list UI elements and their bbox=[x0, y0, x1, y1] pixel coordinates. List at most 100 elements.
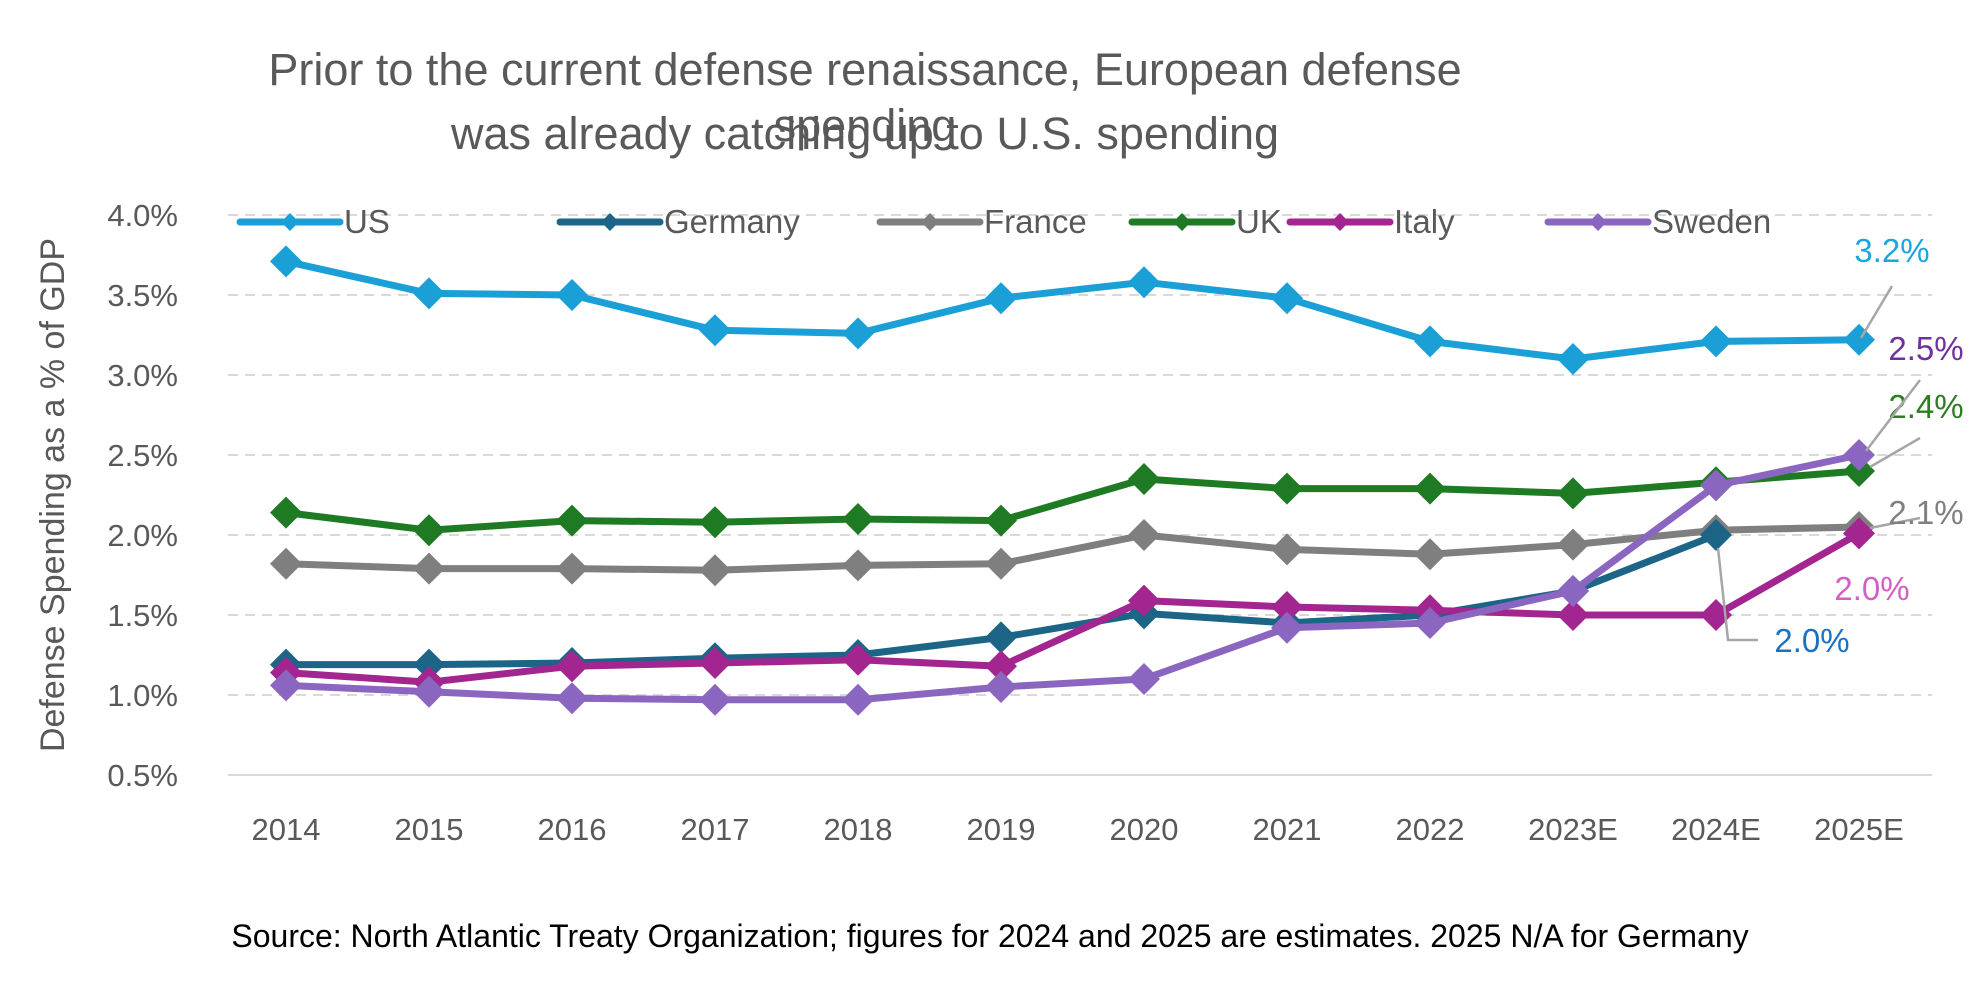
series-point-germany-2024e bbox=[1700, 519, 1732, 551]
legend-label-sweden: Sweden bbox=[1652, 203, 1771, 240]
series-point-sweden-2025e bbox=[1843, 439, 1875, 471]
legend-label-france: France bbox=[984, 203, 1087, 240]
legend-marker-uk bbox=[1173, 213, 1191, 231]
series-point-us-2023e bbox=[1557, 343, 1589, 375]
series-point-sweden-2014 bbox=[270, 669, 302, 702]
series-point-italy-2025e bbox=[1843, 517, 1875, 550]
series-point-us-2022 bbox=[1414, 325, 1446, 358]
x-tick-label-2023e: 2023E bbox=[1528, 812, 1618, 847]
y-axis-label: Defense Spending as a % of GDP bbox=[34, 238, 72, 752]
plot-area: 0.5% 1.0% 1.5% 2.0% 2.5% 3.0% 3.5% 4.0% 2014 2015… bbox=[34, 198, 1964, 847]
series-point-france-2020 bbox=[1128, 519, 1160, 551]
x-tick-label-2019: 2019 bbox=[967, 812, 1036, 847]
series-point-uk-2021 bbox=[1271, 472, 1303, 505]
series-point-sweden-2016 bbox=[556, 682, 588, 715]
series-point-sweden-2022 bbox=[1414, 607, 1446, 639]
series-point-sweden-2020 bbox=[1128, 663, 1160, 695]
series-point-sweden-2015 bbox=[413, 675, 445, 708]
callout-leader-france bbox=[1869, 516, 1921, 530]
series-point-france-2023e bbox=[1557, 528, 1589, 561]
series-point-sweden-2017 bbox=[699, 683, 731, 716]
series-point-france-2018 bbox=[842, 549, 874, 582]
series-point-uk-2018 bbox=[842, 503, 874, 535]
series-point-france-2021 bbox=[1271, 533, 1303, 566]
legend-label-uk: UK bbox=[1236, 203, 1282, 240]
series-point-us-2020 bbox=[1128, 266, 1160, 299]
series-line-france bbox=[282, 523, 1863, 574]
series-point-uk-2020 bbox=[1128, 463, 1160, 495]
series-point-us-2024e bbox=[1700, 325, 1732, 358]
legend-marker-france bbox=[921, 213, 939, 231]
end-value-label-italy: 2.0% bbox=[1834, 570, 1909, 607]
source-note: Source: North Atlantic Treaty Organizati… bbox=[231, 918, 1749, 954]
series-point-uk-2015 bbox=[413, 514, 445, 547]
x-tick-label-2015: 2015 bbox=[395, 812, 464, 847]
legend-marker-italy bbox=[1331, 213, 1349, 231]
y-tick-label-4-0: 4.0% bbox=[107, 198, 178, 233]
series-point-us-2025e bbox=[1843, 323, 1875, 356]
series-point-uk-2017 bbox=[699, 506, 731, 539]
series-point-france-2017 bbox=[699, 554, 731, 587]
end-value-label-france: 2.1% bbox=[1888, 494, 1963, 531]
callout-leader-sweden bbox=[1865, 379, 1921, 452]
series-point-france-2016 bbox=[556, 552, 588, 585]
series-point-france-2019 bbox=[985, 547, 1017, 580]
series-line-uk bbox=[282, 467, 1863, 534]
x-tick-label-2024e: 2024E bbox=[1671, 812, 1761, 847]
series-point-france-2022 bbox=[1414, 538, 1446, 571]
x-tick-label-2018: 2018 bbox=[824, 812, 893, 847]
series-point-france-2014 bbox=[270, 547, 302, 580]
y-tick-label-1-0: 1.0% bbox=[107, 678, 178, 713]
legend-marker-germany bbox=[601, 213, 619, 231]
series-point-sweden-2023e bbox=[1557, 575, 1589, 607]
series-point-uk-2019 bbox=[985, 504, 1017, 537]
series-point-italy-2017 bbox=[699, 647, 731, 679]
legend-label-us: US bbox=[344, 203, 390, 240]
series-line-sweden bbox=[282, 451, 1863, 704]
y-tick-label-0-5: 0.5% bbox=[107, 758, 178, 793]
series-point-us-2015 bbox=[413, 277, 445, 310]
series-point-sweden-2018 bbox=[842, 683, 874, 716]
series-point-germany-2019 bbox=[985, 621, 1017, 654]
legend-marker-sweden bbox=[1589, 213, 1607, 231]
chart-title-line-2: was already catching up to U.S. spending bbox=[451, 108, 1279, 159]
y-tick-label-1-5: 1.5% bbox=[107, 598, 178, 633]
series-point-sweden-2021 bbox=[1271, 611, 1303, 644]
x-tick-label-2016: 2016 bbox=[538, 812, 607, 847]
series-line-italy bbox=[282, 529, 1863, 686]
series-point-us-2017 bbox=[699, 314, 731, 347]
x-tick-label-2017: 2017 bbox=[681, 812, 750, 847]
callout-leader-us bbox=[1859, 285, 1894, 339]
series-point-italy-2021 bbox=[1271, 591, 1303, 623]
callout-leader-germany bbox=[1716, 547, 1758, 642]
series-point-italy-2018 bbox=[842, 643, 874, 676]
end-value-label-us: 3.2% bbox=[1854, 232, 1929, 269]
series-point-us-2021 bbox=[1271, 282, 1303, 315]
chart-title-line-1: Prior to the current defense renaissance… bbox=[268, 44, 1462, 151]
y-tick-label-3-0: 3.0% bbox=[107, 358, 178, 393]
legend-label-germany: Germany bbox=[664, 203, 800, 240]
series-point-germany-2015 bbox=[413, 648, 445, 681]
series-point-uk-2014 bbox=[270, 496, 302, 529]
legend-marker-us bbox=[281, 213, 299, 231]
x-tick-label-2025e: 2025E bbox=[1814, 812, 1904, 847]
series-point-us-2016 bbox=[556, 279, 588, 311]
series-point-italy-2020 bbox=[1128, 584, 1160, 617]
y-tick-label-2-5: 2.5% bbox=[107, 438, 178, 473]
series-point-us-2019 bbox=[985, 282, 1017, 315]
legend-label-italy: Italy bbox=[1394, 203, 1455, 240]
callout-leader-uk bbox=[1869, 436, 1921, 469]
series-point-uk-2023e bbox=[1557, 477, 1589, 510]
series-point-uk-2016 bbox=[556, 504, 588, 537]
series-point-sweden-2024e bbox=[1700, 469, 1732, 502]
y-tick-label-2-0: 2.0% bbox=[107, 518, 178, 553]
series-point-sweden-2019 bbox=[985, 671, 1017, 703]
series-point-italy-2023e bbox=[1557, 599, 1589, 631]
x-tick-label-2022: 2022 bbox=[1396, 812, 1465, 847]
x-tick-label-2021: 2021 bbox=[1253, 812, 1322, 847]
series-point-uk-2022 bbox=[1414, 472, 1446, 505]
series-point-italy-2019 bbox=[985, 650, 1017, 683]
series-point-us-2018 bbox=[842, 317, 874, 350]
end-value-label-germany: 2.0% bbox=[1774, 622, 1849, 659]
